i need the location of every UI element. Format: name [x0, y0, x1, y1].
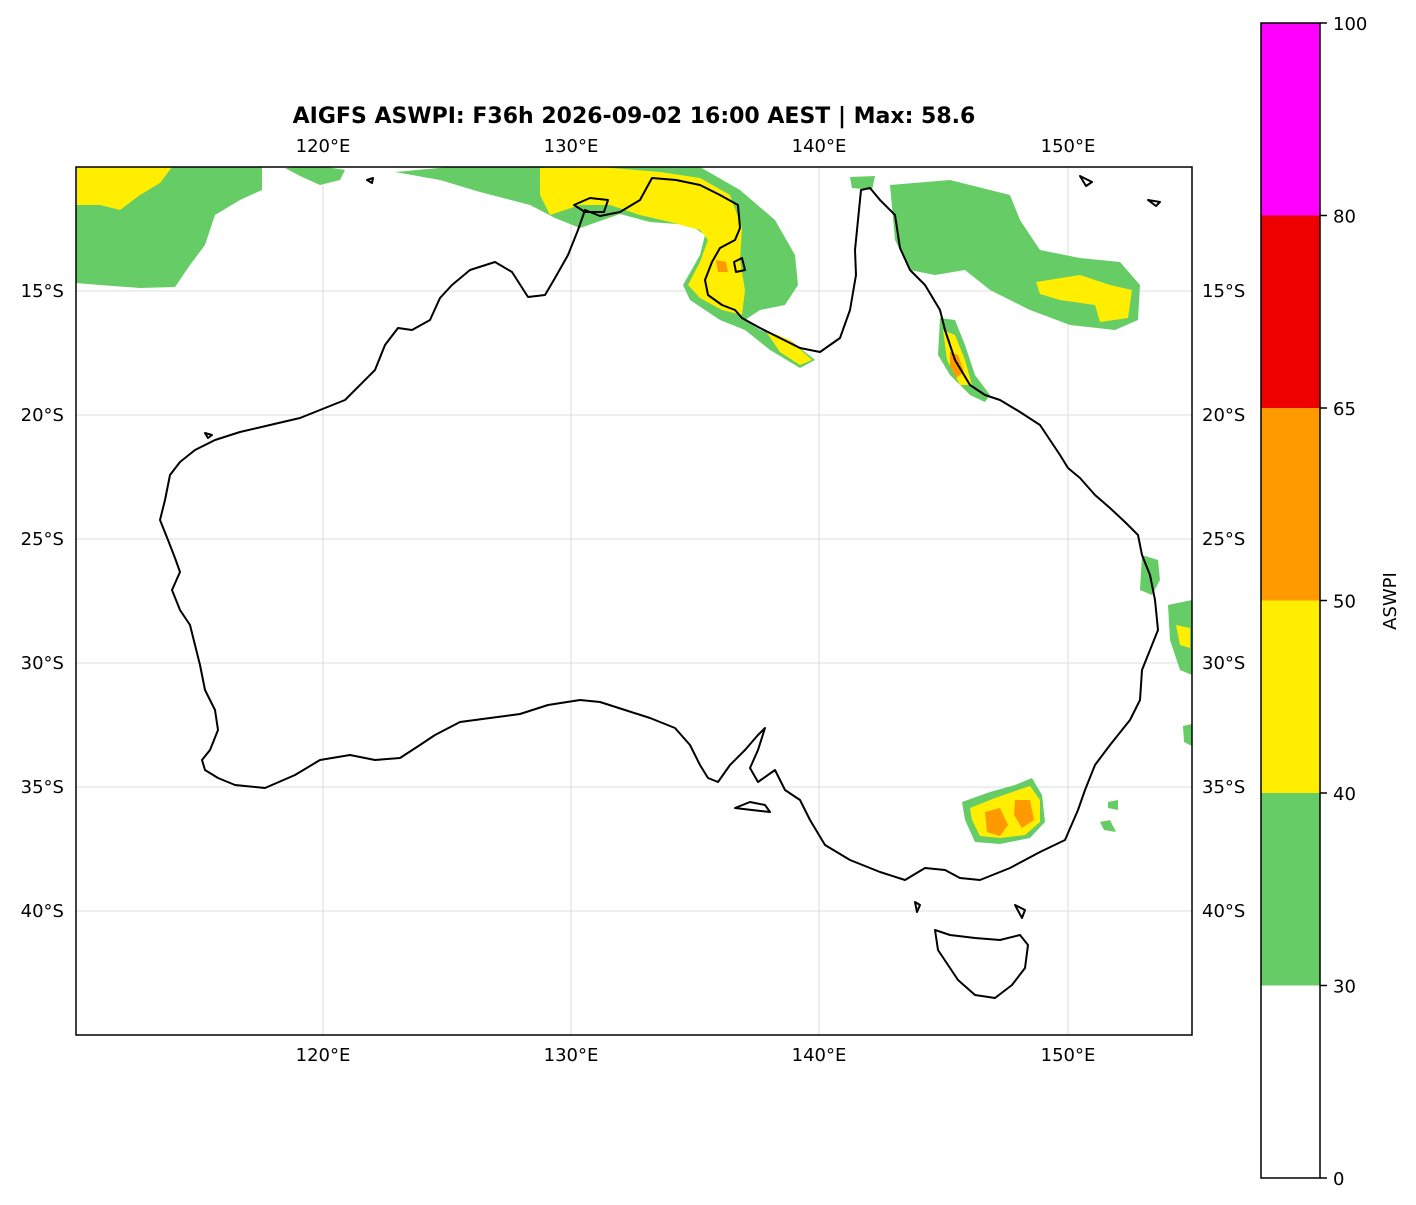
- island-small-2: [1079, 175, 1093, 187]
- lon-tick-bottom: 140°E: [792, 1045, 847, 1066]
- colorbar-segment: [1261, 408, 1320, 601]
- lat-tick-left: 15°S: [21, 281, 64, 302]
- colorbar-segment: [1261, 23, 1320, 216]
- lat-tick-right: 35°S: [1202, 777, 1245, 798]
- map-frame: [75, 166, 1193, 1036]
- lon-tick-top: 150°E: [1041, 136, 1096, 157]
- tasmania-coastline: [934, 929, 1029, 999]
- island-small-3: [204, 432, 213, 439]
- lon-tick-bottom: 150°E: [1041, 1045, 1096, 1066]
- coastline: [159, 175, 1161, 999]
- colorbar-tick-label: 0: [1333, 1169, 1344, 1190]
- island-small-4: [914, 901, 921, 913]
- lat-tick-left: 30°S: [21, 653, 64, 674]
- colorbar-segment: [1261, 793, 1320, 986]
- colorbar-label: ASWPI: [1380, 572, 1401, 630]
- lat-tick-right: 25°S: [1202, 529, 1245, 550]
- island-small-6: [366, 177, 374, 184]
- lat-tick-left: 40°S: [21, 901, 64, 922]
- colorbar-tick-label: 40: [1333, 784, 1356, 805]
- map-panel: [76, 167, 1192, 1035]
- lat-tick-right: 20°S: [1202, 405, 1245, 426]
- colorbar-segment: [1261, 215, 1320, 408]
- island-small-5: [1014, 904, 1026, 919]
- colorbar-tick-label: 65: [1333, 399, 1356, 420]
- lon-tick-bottom: 120°E: [296, 1045, 351, 1066]
- colorbar-tick-label: 30: [1333, 977, 1356, 998]
- colorbar-tick-label: 50: [1333, 592, 1356, 613]
- lat-tick-left: 25°S: [21, 529, 64, 550]
- aswpi-area-yellow: [76, 167, 172, 210]
- groote-eylandt: [733, 257, 746, 273]
- aswpi-area-orange: [716, 260, 728, 272]
- aswpi-area-green: [1183, 724, 1192, 746]
- aswpi-area-green: [1108, 800, 1118, 810]
- aswpi-area-green: [850, 176, 875, 190]
- colorbar-tick-label: 80: [1333, 207, 1356, 228]
- colorbar: 0 30 40 50 65 80 100: [1260, 14, 1367, 1190]
- lat-tick-left: 35°S: [21, 777, 64, 798]
- lon-tick-top: 140°E: [792, 136, 847, 157]
- aswpi-area-yellow: [765, 330, 812, 365]
- island-small-1: [1147, 199, 1161, 207]
- aswpi-contours: [76, 167, 1192, 844]
- colorbar-segment: [1261, 985, 1320, 1178]
- aswpi-area-yellow: [1176, 625, 1190, 648]
- gridlines: [76, 167, 1192, 1035]
- kangaroo-island: [734, 801, 771, 813]
- colorbar-tick-label: 100: [1333, 14, 1367, 35]
- lat-tick-right: 40°S: [1202, 901, 1245, 922]
- map-title: AIGFS ASWPI: F36h 2026-09-02 16:00 AEST …: [293, 104, 976, 129]
- lon-tick-top: 120°E: [296, 136, 351, 157]
- aswpi-area-orange: [985, 808, 1008, 836]
- lat-tick-left: 20°S: [21, 405, 64, 426]
- mainland-coastline: [159, 177, 1159, 881]
- lon-tick-bottom: 130°E: [544, 1045, 599, 1066]
- colorbar-segment: [1261, 600, 1320, 793]
- aswpi-area-yellow: [540, 167, 745, 315]
- aswpi-area-green: [1100, 820, 1116, 832]
- lat-tick-right: 15°S: [1202, 281, 1245, 302]
- aswpi-area-orange: [1014, 800, 1034, 828]
- lon-tick-top: 130°E: [544, 136, 599, 157]
- aswpi-area-yellow: [1036, 275, 1132, 322]
- aswpi-area-green: [285, 167, 345, 185]
- melville-island: [573, 197, 609, 213]
- lat-tick-right: 30°S: [1202, 653, 1245, 674]
